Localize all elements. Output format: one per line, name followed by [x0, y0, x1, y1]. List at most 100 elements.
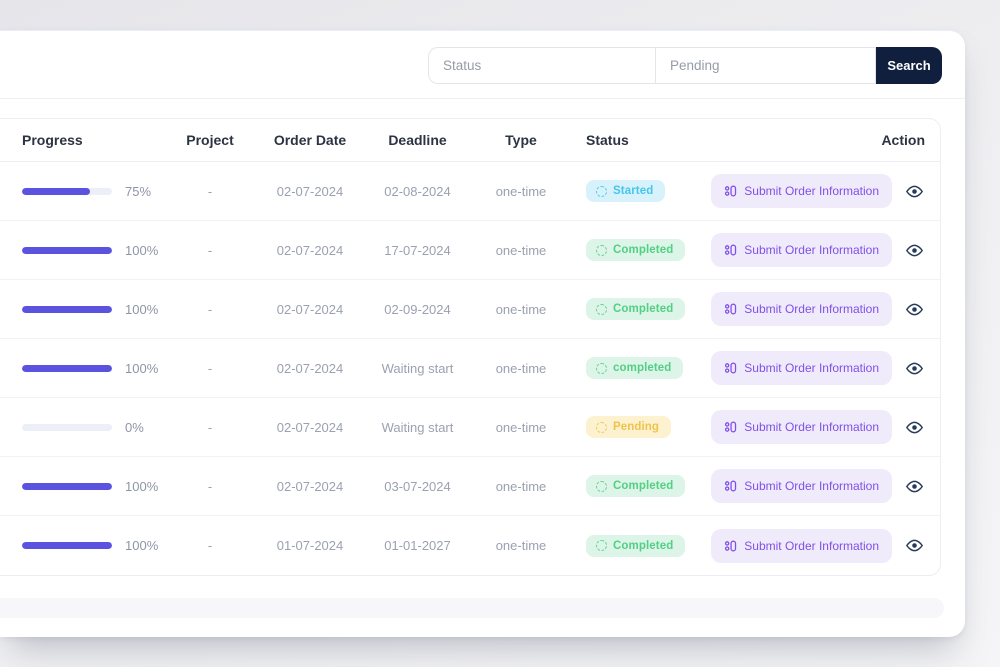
- spinner-icon: [596, 421, 607, 433]
- search-bar: Search: [428, 47, 942, 84]
- status-filter-input[interactable]: [428, 47, 655, 84]
- status-badge: Completed: [586, 475, 686, 497]
- status-cell: Completed: [572, 475, 700, 497]
- progress-cell: 100%: [0, 302, 165, 317]
- table-row: 100% - 02-07-2024 17-07-2024 one-time Co…: [0, 221, 940, 280]
- status-cell: Started: [572, 180, 700, 202]
- keyword-filter-input[interactable]: [655, 47, 876, 84]
- submit-order-button[interactable]: Submit Order Information: [711, 174, 892, 208]
- action-cell: Submit Order Information: [700, 528, 940, 563]
- submit-order-label: Submit Order Information: [744, 302, 879, 316]
- deadline-cell: 03-07-2024: [384, 478, 451, 494]
- table-row: 0% - 02-07-2024 Waiting start one-time P…: [0, 398, 940, 457]
- status-badge: Completed: [586, 298, 686, 320]
- deadline-cell: 01-01-2027: [384, 538, 451, 553]
- project-cell: -: [207, 183, 213, 199]
- progress-cell: 100%: [0, 243, 165, 258]
- clipboard-list-icon: [725, 421, 737, 433]
- column-header-type: Type: [505, 132, 537, 148]
- action-cell: Submit Order Information: [700, 469, 940, 503]
- action-cell: Submit Order Information: [700, 174, 940, 208]
- search-button[interactable]: Search: [876, 47, 942, 84]
- status-label: completed: [613, 362, 672, 374]
- progress-bar: [22, 246, 112, 254]
- orders-table: Progress Project Order Date Deadline Typ…: [0, 118, 941, 576]
- progress-bar-fill: [22, 187, 90, 195]
- order-date-cell: 02-07-2024: [276, 419, 344, 435]
- status-badge: completed: [586, 357, 684, 379]
- eye-icon[interactable]: [905, 241, 924, 260]
- progress-bar-fill: [22, 542, 112, 549]
- progress-percent: 100%: [125, 478, 159, 494]
- deadline-cell: Waiting start: [381, 360, 454, 376]
- status-cell: Completed: [572, 534, 700, 557]
- column-header-action: Action: [881, 132, 925, 148]
- status-cell: Completed: [572, 239, 700, 261]
- status-badge: Pending: [586, 416, 672, 438]
- eye-icon[interactable]: [905, 536, 924, 555]
- submit-order-button[interactable]: Submit Order Information: [711, 233, 892, 267]
- progress-bar-fill: [22, 364, 112, 372]
- progress-bar: [22, 187, 112, 195]
- column-header-project: Project: [186, 132, 234, 148]
- eye-icon[interactable]: [905, 182, 924, 201]
- table-row: 75% - 02-07-2024 02-08-2024 one-time Sta…: [0, 162, 940, 221]
- status-label: Completed: [613, 244, 674, 256]
- column-header-order-date: Order Date: [273, 132, 347, 148]
- spinner-icon: [596, 244, 607, 256]
- submit-order-button[interactable]: Submit Order Information: [711, 410, 892, 444]
- progress-cell: 75%: [0, 184, 165, 199]
- clipboard-list-icon: [725, 362, 737, 374]
- eye-icon[interactable]: [905, 418, 924, 437]
- spinner-icon: [596, 303, 607, 315]
- clipboard-list-icon: [725, 185, 737, 197]
- clipboard-list-icon: [725, 244, 737, 256]
- progress-percent: 75%: [125, 183, 152, 199]
- submit-order-label: Submit Order Information: [744, 538, 879, 553]
- type-cell: one-time: [495, 478, 547, 494]
- order-date-cell: 02-07-2024: [276, 242, 344, 258]
- progress-cell: 100%: [0, 538, 165, 553]
- eye-icon[interactable]: [905, 300, 924, 319]
- submit-order-button[interactable]: Submit Order Information: [711, 292, 892, 326]
- submit-order-label: Submit Order Information: [744, 479, 879, 493]
- status-badge: Completed: [586, 239, 686, 261]
- project-cell: -: [207, 360, 213, 376]
- table-row: 100% - 01-07-2024 01-01-2027 one-time Co…: [0, 516, 940, 575]
- progress-percent: 100%: [125, 301, 159, 317]
- table-header: Progress Project Order Date Deadline Typ…: [0, 119, 940, 162]
- type-cell: one-time: [495, 242, 547, 258]
- progress-cell: 100%: [0, 479, 165, 494]
- clipboard-list-icon: [725, 540, 737, 551]
- status-cell: Pending: [572, 416, 700, 438]
- type-cell: one-time: [495, 538, 547, 553]
- submit-order-label: Submit Order Information: [744, 361, 879, 375]
- project-cell: -: [207, 538, 213, 553]
- submit-order-button[interactable]: Submit Order Information: [711, 528, 892, 563]
- submit-order-label: Submit Order Information: [744, 243, 879, 257]
- action-cell: Submit Order Information: [700, 410, 940, 444]
- deadline-cell: 02-09-2024: [384, 301, 451, 317]
- status-label: Completed: [613, 303, 674, 315]
- header-divider: [0, 98, 965, 99]
- deadline-cell: 17-07-2024: [384, 242, 451, 258]
- clipboard-list-icon: [725, 480, 737, 492]
- eye-icon[interactable]: [905, 477, 924, 496]
- type-cell: one-time: [495, 360, 547, 376]
- deadline-cell: Waiting start: [381, 419, 454, 435]
- order-date-cell: 02-07-2024: [276, 183, 344, 199]
- submit-order-button[interactable]: Submit Order Information: [711, 469, 892, 503]
- table-row: 100% - 02-07-2024 02-09-2024 one-time Co…: [0, 280, 940, 339]
- status-badge: Completed: [586, 534, 686, 557]
- progress-cell: 100%: [0, 361, 165, 376]
- action-cell: Submit Order Information: [700, 351, 940, 385]
- spinner-icon: [596, 480, 607, 492]
- progress-percent: 100%: [125, 242, 159, 258]
- eye-icon[interactable]: [905, 359, 924, 378]
- spinner-icon: [596, 540, 607, 551]
- project-cell: -: [207, 242, 213, 258]
- submit-order-button[interactable]: Submit Order Information: [711, 351, 892, 385]
- project-cell: -: [207, 301, 213, 317]
- order-date-cell: 02-07-2024: [276, 360, 344, 376]
- project-cell: -: [207, 419, 213, 435]
